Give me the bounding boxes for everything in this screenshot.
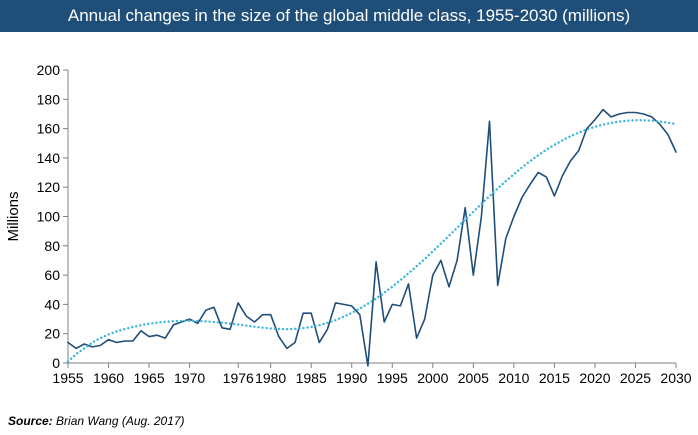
y-tick-label: 20 [44,326,60,342]
y-tick-label: 60 [44,267,60,283]
x-tick-label: 2005 [458,370,489,386]
y-tick-label: 80 [44,238,60,254]
x-tick-label: 1970 [174,370,205,386]
x-tick-label: 1960 [93,370,124,386]
x-tick-label: 1980 [255,370,286,386]
y-tick-label: 160 [37,121,61,137]
x-tick-label: 1965 [133,370,164,386]
trend-line [66,118,678,363]
line-chart: 0 20 40 60 80 100 120 140 160 180 200 1955 1960 1965 1… [5,62,692,386]
y-tick-label: 100 [37,209,61,225]
x-tick-label: 2015 [539,370,570,386]
y-tick-label: 0 [52,355,60,371]
y-axis-title: Millions [5,191,22,241]
y-tick-label: 180 [37,91,61,107]
source-text: Brian Wang (Aug. 2017) [56,414,185,428]
source-note: Source: Brian Wang (Aug. 2017) [8,414,185,428]
x-tick-label: 1985 [296,370,327,386]
chart-title: Annual changes in the size of the global… [67,6,631,25]
y-tick-label: 140 [37,150,61,166]
x-tick-label: 2000 [417,370,448,386]
chart-area: 0 20 40 60 80 100 120 140 160 180 200 1955 1960 1965 1… [0,32,698,410]
x-tick-label: 1995 [377,370,408,386]
x-tick-label: 2010 [498,370,529,386]
y-tick-label: 200 [37,62,61,78]
series-line [67,108,677,367]
x-tick-label: 1976 [223,370,254,386]
source-label: Source: [8,414,53,428]
y-tick-label: 40 [44,296,60,312]
x-tick-label: 2030 [660,370,691,386]
x-tick-label: 2025 [620,370,651,386]
x-tick-label: 1990 [336,370,367,386]
title-bar: Annual changes in the size of the global… [0,0,698,32]
x-tick-label: 1955 [52,370,83,386]
y-tick-label: 120 [37,179,61,195]
x-tick-label: 2020 [579,370,610,386]
